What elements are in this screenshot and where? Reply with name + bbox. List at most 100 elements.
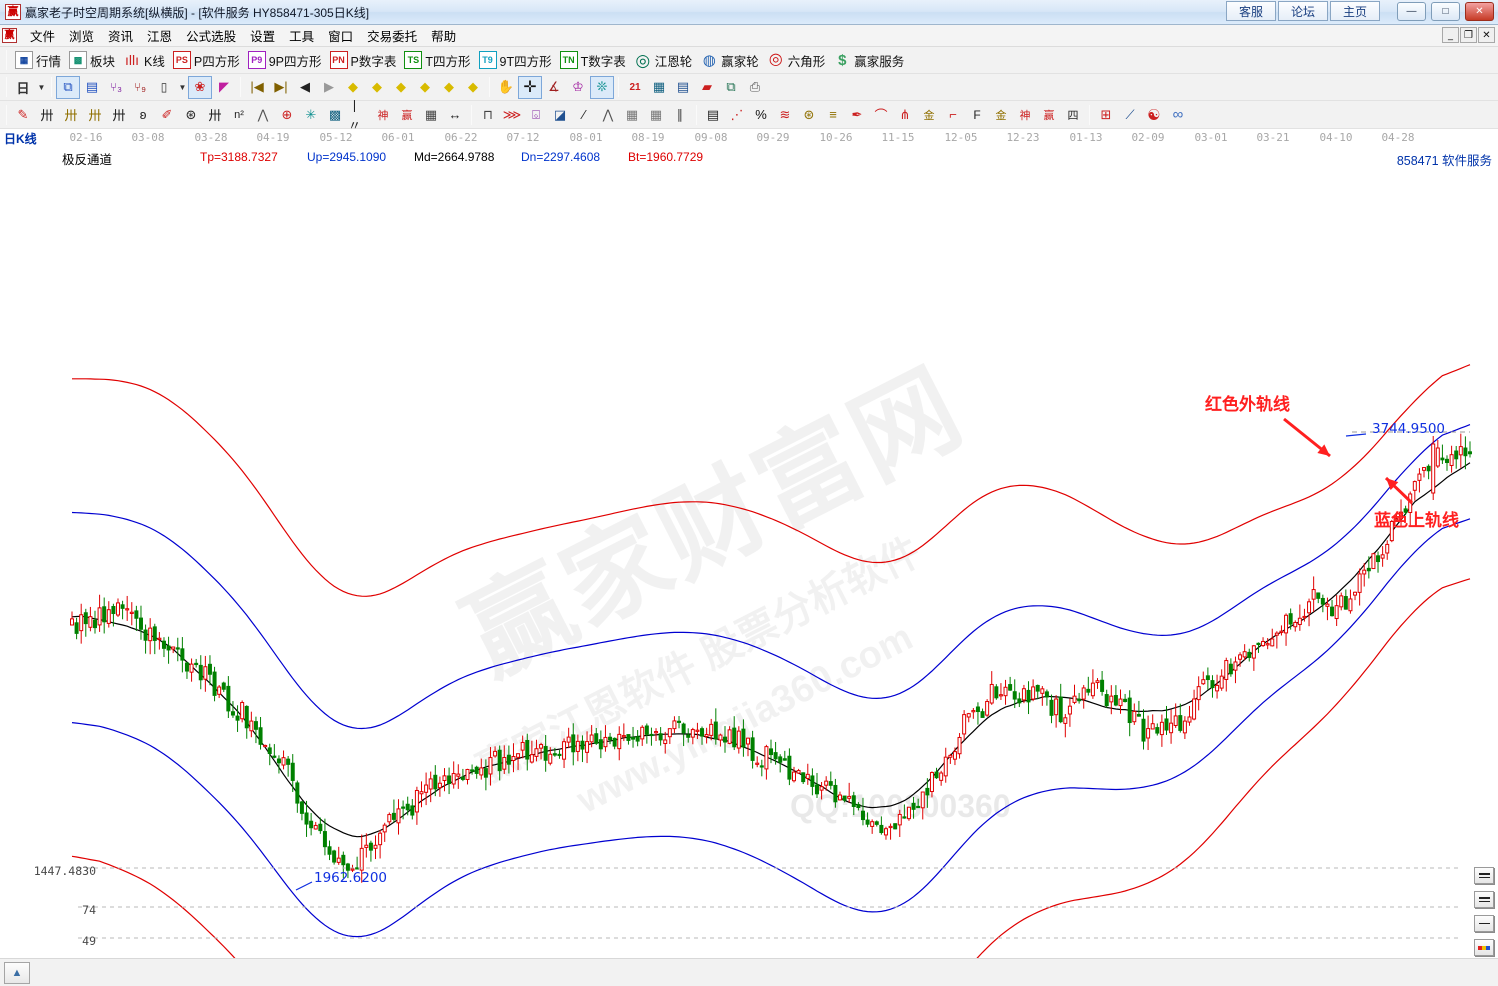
percent-icon[interactable]: % bbox=[755, 107, 767, 122]
span-icon[interactable]: ↔ bbox=[448, 107, 462, 122]
toolbar-tn-table-button[interactable]: TN T数字表 bbox=[556, 49, 630, 72]
mdi-minimize-button[interactable]: _ bbox=[1442, 27, 1459, 43]
mdi-restore-button[interactable]: ❐ bbox=[1460, 27, 1477, 43]
four-line-icon[interactable]: 四 bbox=[1067, 109, 1079, 122]
bar-width-icon[interactable]: ▯ bbox=[160, 80, 168, 94]
gann-grid-icon[interactable]: 卅 bbox=[40, 108, 54, 123]
f-grid-icon[interactable]: 卅 bbox=[112, 108, 126, 123]
period-dropdown-caret-icon[interactable]: ▼ bbox=[37, 82, 46, 92]
cross-lines-icon[interactable]: ⌺ bbox=[532, 106, 540, 122]
menu-item-settings[interactable]: 设置 bbox=[250, 30, 276, 44]
crosshair-icon[interactable]: ✛ bbox=[518, 75, 542, 99]
web-grid-icon[interactable]: ▩ bbox=[328, 106, 342, 122]
panel-expand-button-2[interactable] bbox=[1474, 891, 1494, 908]
gold-slope-icon[interactable]: 金 bbox=[995, 109, 1007, 122]
grid-table-icon[interactable]: ▦ bbox=[625, 106, 639, 122]
mesh-icon[interactable]: ▦ bbox=[424, 106, 438, 122]
draw-pattern-icon[interactable]: ❀ bbox=[188, 75, 212, 99]
report-clipboard-icon[interactable]: ▤ bbox=[85, 79, 99, 94]
arc-tool-icon[interactable]: ⌒ bbox=[874, 108, 888, 123]
toolbar-pn-table-button[interactable]: PN P数字表 bbox=[326, 49, 401, 72]
period-day-button[interactable]: 日 bbox=[16, 80, 30, 96]
shen-line-icon[interactable]: 神 bbox=[1019, 109, 1031, 122]
j-line-icon[interactable]: ⌐ bbox=[949, 107, 957, 122]
toolbar-p9-square-button[interactable]: P9 9P四方形 bbox=[244, 49, 326, 72]
gold-fan-icon[interactable]: 金 bbox=[923, 109, 935, 122]
menu-item-gann[interactable]: 江恩 bbox=[147, 30, 173, 44]
f-line-icon[interactable]: F bbox=[973, 107, 981, 122]
flag-chart-icon[interactable]: ◤ bbox=[219, 79, 229, 94]
line-chart-icon[interactable]: ⟋ bbox=[1125, 106, 1135, 122]
close-button[interactable]: ✕ bbox=[1465, 1, 1494, 21]
zoom-left-icon[interactable]: ◆ bbox=[348, 79, 358, 94]
toolbar-quotes-button[interactable]: ▦ 行情 bbox=[11, 49, 65, 72]
forum-link[interactable]: 论坛 bbox=[1278, 1, 1328, 21]
zoom-vertical-icon[interactable]: ◆ bbox=[444, 79, 454, 94]
grid-point-icon[interactable]: ⊞ bbox=[1100, 106, 1112, 122]
gold-circle-icon[interactable]: ⊛ bbox=[803, 106, 815, 122]
mdi-close-button[interactable]: ✕ bbox=[1478, 27, 1495, 43]
star-burst-icon[interactable]: ✳ bbox=[305, 106, 317, 122]
copy-layers-icon[interactable]: ⧉ bbox=[726, 79, 736, 94]
infinity-icon[interactable]: ∞ bbox=[1172, 106, 1184, 123]
percent-fan-icon[interactable]: ⋰ bbox=[730, 106, 744, 122]
toolbar-winner-service-button[interactable]: $ 赢家服务 bbox=[829, 49, 908, 72]
fan-tool-icon[interactable]: ⋔ bbox=[899, 106, 911, 122]
gold-line-icon[interactable]: ≡ bbox=[829, 107, 837, 122]
first-page-icon[interactable]: |◀ bbox=[250, 79, 264, 94]
zoom-right-icon[interactable]: ◆ bbox=[372, 79, 382, 94]
toolbar-winner-wheel-button[interactable]: ◍ 赢家轮 bbox=[696, 49, 763, 72]
panel-expand-button-3[interactable] bbox=[1474, 915, 1494, 932]
customer-service-link[interactable]: 客服 bbox=[1226, 1, 1276, 21]
hand-pan-icon[interactable]: ✋ bbox=[497, 79, 515, 94]
fan-lines-icon[interactable]: ⋀ bbox=[257, 106, 269, 122]
marker-pen-icon[interactable]: ✒ bbox=[851, 106, 863, 122]
minimize-button[interactable]: — bbox=[1397, 1, 1426, 21]
menu-item-browse[interactable]: 浏览 bbox=[69, 30, 95, 44]
fan-red-icon[interactable]: ⋙ bbox=[502, 106, 522, 122]
toolbar-sector-button[interactable]: ▩ 板块 bbox=[65, 49, 119, 72]
zigzag-icon[interactable]: ⋀ bbox=[602, 106, 614, 122]
box-tool-icon[interactable]: ⊓ bbox=[482, 106, 494, 122]
menu-item-news[interactable]: 资讯 bbox=[108, 30, 134, 44]
zoom-horizontal-icon[interactable]: ◆ bbox=[396, 79, 406, 94]
grid-axis-icon[interactable]: ▦ bbox=[649, 106, 663, 122]
zoom-expand-icon[interactable]: ◆ bbox=[420, 79, 430, 94]
toolbar-ts-square-button[interactable]: TS T四方形 bbox=[400, 49, 474, 72]
gold-grid-1-icon[interactable]: 卅 bbox=[64, 108, 78, 123]
ying-icon[interactable]: 赢 bbox=[401, 109, 413, 122]
toolbar-gann-wheel-button[interactable]: ◎ 江恩轮 bbox=[630, 49, 697, 72]
wave3-icon[interactable]: ⑂₃ bbox=[109, 80, 123, 94]
document-list-icon[interactable]: ▤ bbox=[676, 79, 690, 94]
panel-expand-button-1[interactable] bbox=[1474, 867, 1494, 884]
cloud-shape-icon[interactable]: ♔ bbox=[572, 79, 584, 94]
toolbar-ps-square-button[interactable]: PS P四方形 bbox=[169, 49, 244, 72]
homepage-link[interactable]: 主页 bbox=[1330, 1, 1380, 21]
toolbar-t9-square-button[interactable]: T9 9T四方形 bbox=[475, 49, 556, 72]
brain-analysis-icon[interactable]: ❊ bbox=[590, 75, 614, 99]
scroll-right-icon[interactable]: ▶ bbox=[324, 79, 334, 94]
taiji-icon[interactable]: ☯ bbox=[1147, 106, 1161, 124]
chart-canvas-area[interactable]: 赢家财富网 赢家江恩软件 股票分析软件 www.yingjia360.com Q… bbox=[0, 168, 1498, 958]
menu-item-formula-stock-pick[interactable]: 公式选股 bbox=[186, 30, 237, 44]
last-page-icon[interactable]: ▶| bbox=[274, 79, 288, 94]
shen-icon[interactable]: 神 bbox=[377, 109, 389, 122]
gold-grid-2-icon[interactable]: 卅 bbox=[88, 108, 102, 123]
spiral-icon[interactable]: ʚ bbox=[139, 107, 147, 122]
grid-diag-icon[interactable]: ◪ bbox=[553, 106, 567, 122]
print-icon[interactable]: ⎙ bbox=[749, 79, 761, 94]
panel-color-button[interactable] bbox=[1474, 939, 1494, 956]
menu-item-help[interactable]: 帮助 bbox=[431, 30, 457, 44]
pen-draw-icon[interactable]: ✎ bbox=[17, 106, 29, 122]
measure-angle-icon[interactable]: ∡ bbox=[548, 79, 560, 94]
n2-icon[interactable]: n² bbox=[234, 108, 244, 121]
scroll-left-icon[interactable]: ◀ bbox=[300, 79, 310, 94]
menu-item-file[interactable]: 文件 bbox=[30, 30, 56, 44]
pen-grid-icon[interactable]: ✐ bbox=[161, 106, 173, 122]
menu-item-trade-order[interactable]: 交易委托 bbox=[367, 30, 418, 44]
status-triangle-button[interactable]: ▲ bbox=[4, 961, 30, 984]
ladder-icon[interactable]: ▤ bbox=[706, 106, 720, 122]
toolbar-hexagon-button[interactable]: ◎ 六角形 bbox=[763, 49, 830, 72]
calendar-icon[interactable]: 21 bbox=[629, 81, 641, 93]
zoom-all-icon[interactable]: ◆ bbox=[468, 79, 478, 94]
